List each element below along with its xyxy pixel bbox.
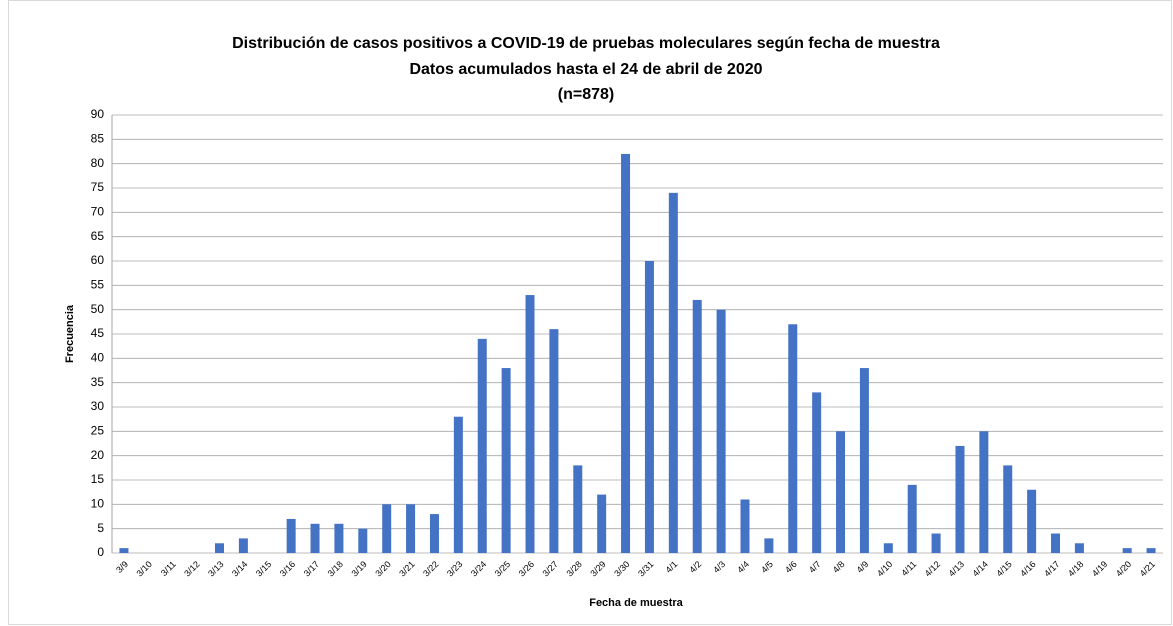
bar: [334, 523, 344, 553]
bar: [1122, 548, 1132, 553]
bar: [286, 518, 296, 553]
bar: [1003, 465, 1013, 553]
bar: [501, 368, 511, 553]
y-tick-label: 80: [91, 156, 105, 170]
bar: [597, 494, 607, 553]
bar: [477, 338, 487, 553]
chart-note: (n=878): [558, 86, 614, 103]
bar: [692, 299, 702, 553]
bar: [644, 261, 654, 553]
bar: [1146, 548, 1156, 553]
bar: [621, 153, 631, 553]
bar: [716, 309, 726, 553]
y-axis-title: Frecuencia: [64, 304, 76, 363]
y-tick-label: 90: [91, 107, 105, 121]
bar: [214, 543, 224, 553]
bar: [883, 543, 893, 553]
y-tick-label: 55: [91, 278, 105, 292]
y-tick-label: 5: [97, 521, 104, 535]
bar: [549, 329, 559, 553]
y-tick-label: 60: [91, 253, 105, 267]
y-tick-label: 15: [91, 472, 105, 486]
y-tick-label: 65: [91, 229, 105, 243]
y-tick-label: 85: [91, 132, 105, 146]
bar: [1027, 489, 1037, 553]
y-tick-label: 25: [91, 424, 105, 438]
y-tick-label: 30: [91, 399, 105, 413]
y-tick-label: 45: [91, 326, 105, 340]
bar: [453, 416, 463, 553]
bar: [525, 295, 535, 553]
bar: [119, 548, 129, 553]
bar: [931, 533, 941, 553]
bar: [668, 192, 678, 553]
chart-frame: [8, 0, 1172, 625]
bar: [907, 484, 917, 553]
y-tick-label: 75: [91, 180, 105, 194]
y-tick-label: 10: [91, 497, 105, 511]
y-tick-label: 50: [91, 302, 105, 316]
bar: [573, 465, 583, 553]
bar: [406, 504, 416, 553]
bar: [382, 504, 392, 553]
y-tick-label: 40: [91, 351, 105, 365]
bar: [238, 538, 248, 553]
y-tick-label: 0: [97, 545, 104, 559]
x-axis-title: Fecha de muestra: [589, 597, 683, 609]
y-tick-label: 70: [91, 205, 105, 219]
bar: [740, 499, 750, 553]
bar: [979, 431, 989, 553]
bar: [955, 445, 965, 553]
bar: [429, 514, 439, 553]
bar: [358, 528, 368, 553]
bar: [836, 431, 846, 553]
bar: [764, 538, 774, 553]
chart-title: Distribución de casos positivos a COVID-…: [232, 35, 940, 52]
chart-subtitle: Datos acumulados hasta el 24 de abril de…: [409, 61, 762, 78]
bar: [1051, 533, 1061, 553]
y-tick-label: 35: [91, 375, 105, 389]
bar: [859, 368, 869, 553]
bar: [1074, 543, 1084, 553]
y-tick-label: 20: [91, 448, 105, 462]
bar: [310, 523, 320, 553]
bar: [812, 392, 822, 553]
bar: [788, 324, 798, 553]
